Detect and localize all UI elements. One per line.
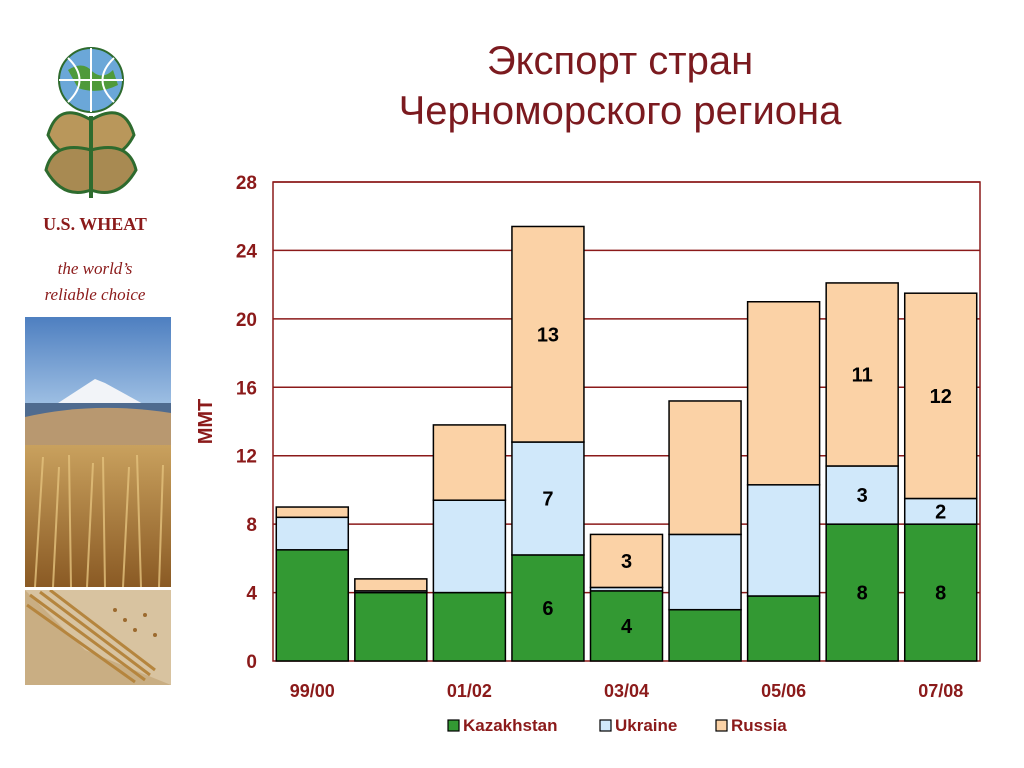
bar-value-label: 12: [930, 386, 952, 408]
brand-name: U.S. WHEAT: [43, 214, 147, 234]
title-line-1: Экспорт стран: [486, 39, 754, 83]
bar-value-label: 7: [542, 488, 553, 510]
bar-kazakhstan: [746, 595, 821, 662]
bar-russia: [589, 533, 664, 589]
tagline-line-1: the world’s: [57, 259, 133, 278]
bar-value-label: 4: [621, 616, 633, 638]
bar-russia: [432, 424, 507, 501]
y-axis-label: ММТ: [195, 399, 217, 445]
brand-tagline: the world’s reliable choice: [0, 256, 190, 308]
bar-kazakhstan: [668, 608, 742, 662]
legend-label-kazakhstan: Kazakhstan: [463, 716, 557, 735]
bar-russia: [275, 506, 350, 519]
bar-russia: [746, 301, 821, 486]
bar-ukraine: [432, 499, 507, 594]
y-tick-label: 8: [246, 515, 257, 536]
title-line-2: Черноморского региона: [398, 89, 842, 133]
bar-russia: [354, 578, 428, 592]
x-tick-label: 05/06: [761, 681, 806, 701]
legend-label-russia: Russia: [731, 716, 787, 735]
y-tick-label: 24: [236, 241, 258, 262]
bar-russia: [511, 225, 585, 443]
bar-russia: [825, 282, 899, 467]
bar-value-label: 8: [935, 583, 946, 605]
us-wheat-logo: [44, 47, 138, 198]
bar-ukraine: [668, 533, 742, 611]
bar-value-label: 3: [857, 485, 868, 507]
bar-ukraine: [275, 516, 350, 551]
bar-value-label: 2: [935, 501, 946, 523]
tagline-line-2: reliable choice: [44, 285, 146, 304]
y-tick-label: 28: [236, 173, 257, 194]
legend-swatch-kazakhstan: [447, 719, 460, 732]
bar-kazakhstan: [354, 591, 428, 662]
y-tick-label: 20: [236, 310, 257, 331]
x-tick-label: 07/08: [918, 681, 963, 701]
legend-swatch-ukraine: [599, 719, 612, 732]
bar-kazakhstan: [275, 549, 350, 662]
bar-value-label: 6: [542, 598, 553, 620]
bar-value-label: 13: [537, 324, 559, 346]
wheat-field-photo: [25, 317, 171, 587]
bar-value-label: 8: [857, 583, 868, 605]
x-tick-label: 03/04: [604, 681, 649, 701]
bar-kazakhstan: [589, 590, 664, 662]
bar-russia: [668, 400, 742, 536]
bar-russia: [903, 292, 978, 500]
bar-kazakhstan: [825, 523, 899, 662]
bar-ukraine: [903, 497, 978, 525]
bar-kazakhstan: [432, 591, 507, 662]
slide-title: Экспорт стран Черноморского региона: [300, 36, 940, 136]
bar-value-label: 11: [852, 364, 873, 386]
y-tick-label: 12: [236, 447, 257, 468]
bar-kazakhstan: [903, 523, 978, 662]
legend-label-ukraine: Ukraine: [615, 716, 677, 735]
y-tick-label: 0: [246, 652, 257, 673]
y-tick-label: 16: [236, 378, 257, 399]
bar-ukraine: [746, 484, 821, 597]
bar-value-label: 3: [621, 551, 632, 573]
x-tick-label: 01/02: [447, 681, 492, 701]
wheat-sheaf-photo: [25, 590, 171, 685]
legend-swatch-russia: [715, 719, 728, 732]
x-tick-label: 99/00: [290, 681, 335, 701]
branding-sidebar: U.S. WHEAT the world’s reliable choice: [0, 0, 190, 768]
y-tick-label: 4: [246, 584, 257, 605]
